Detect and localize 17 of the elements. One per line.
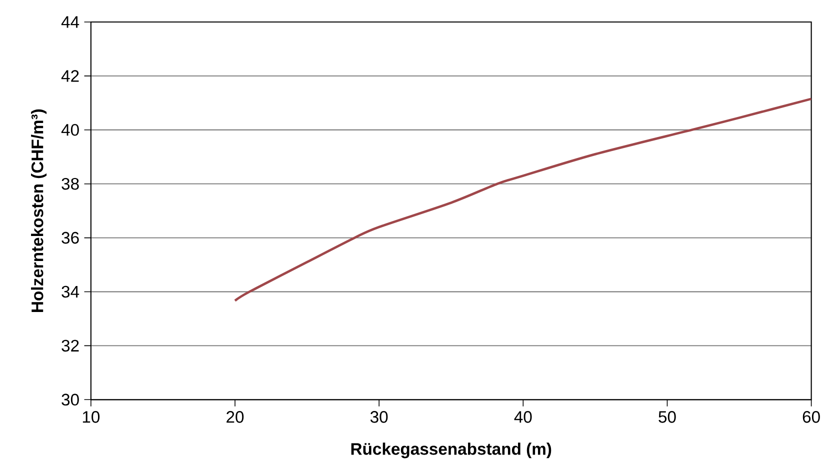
x-tick-label: 50 <box>658 411 676 424</box>
y-tick-label: 32 <box>62 340 79 352</box>
y-axis-title: Holzerntekosten (CHF/m³) <box>31 110 47 312</box>
y-tick-label: 36 <box>62 232 79 244</box>
y-tick-label: 34 <box>62 286 80 298</box>
x-tick-label: 10 <box>82 411 100 424</box>
x-tick-label: 20 <box>226 411 244 424</box>
y-tick-label: 40 <box>61 124 79 136</box>
y-tick-label: 44 <box>61 16 80 28</box>
x-tick-label: 60 <box>802 411 820 424</box>
x-axis-title: Rückegassenabstand (m) <box>351 442 552 458</box>
x-tick-label: 40 <box>514 411 532 424</box>
y-tick-label: 38 <box>62 178 79 190</box>
y-tick-label: 30 <box>62 394 79 406</box>
x-tick-label: 30 <box>370 411 388 424</box>
line-series <box>234 98 812 302</box>
y-tick-label: 42 <box>61 70 79 82</box>
